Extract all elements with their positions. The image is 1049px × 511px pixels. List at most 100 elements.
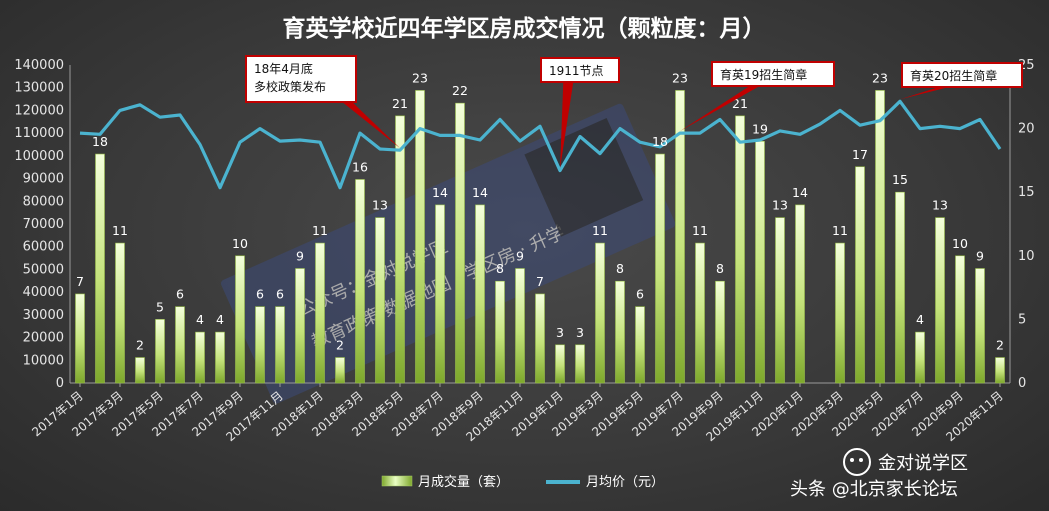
y-left-tick-label: 140000 — [14, 58, 64, 73]
bar — [95, 153, 105, 384]
bar — [695, 242, 705, 384]
bar — [495, 280, 505, 384]
bar-data-label: 2 — [136, 338, 144, 353]
callout-pointer — [900, 87, 949, 100]
footer-brand: 金对说学区 — [878, 453, 968, 474]
bar-data-label: 18 — [92, 134, 108, 149]
bar — [915, 331, 925, 384]
bar — [75, 293, 85, 384]
bar-data-label: 14 — [792, 185, 808, 200]
bar — [315, 242, 325, 384]
bar-data-label: 19 — [752, 121, 768, 136]
callout-text: 18年4月底 — [254, 61, 313, 76]
bar — [435, 204, 445, 384]
bar — [675, 90, 685, 384]
bar — [255, 306, 265, 384]
bar-data-label: 14 — [432, 185, 448, 200]
callout-box — [540, 57, 620, 83]
bar — [735, 115, 745, 384]
footer-watermark: 金对说学区 头条 @北京家长论坛 — [790, 448, 968, 500]
bar-data-label: 5 — [156, 299, 164, 314]
y-right-tick-label: 0 — [1018, 376, 1026, 391]
wechat-icon-eye-left — [850, 458, 854, 462]
bar — [195, 331, 205, 384]
qr-code-icon — [524, 117, 644, 237]
y-left-tick-label: 50000 — [23, 262, 64, 277]
bar — [755, 141, 765, 384]
bar-data-label: 23 — [872, 70, 888, 85]
bar — [215, 331, 225, 384]
bar — [775, 217, 785, 384]
y-left-tick-label: 80000 — [23, 194, 64, 209]
bar-data-label: 10 — [952, 236, 968, 251]
bar — [115, 242, 125, 384]
bar — [595, 242, 605, 384]
bar — [875, 90, 885, 384]
bar — [155, 319, 165, 384]
y-right-tick-label: 15 — [1018, 185, 1035, 200]
bar-data-label: 8 — [716, 261, 724, 276]
bar — [475, 204, 485, 384]
y-left-tick-label: 30000 — [23, 308, 64, 323]
bar — [795, 204, 805, 384]
bar-data-label: 23 — [672, 70, 688, 85]
legend-bar-label: 月成交量（套） — [418, 474, 509, 490]
callout-pointer — [680, 86, 760, 132]
bar-data-label: 11 — [832, 223, 848, 238]
callout-pointer — [342, 102, 400, 149]
watermark-banner-bg — [220, 103, 676, 404]
bar — [375, 217, 385, 384]
bar-data-label: 22 — [452, 83, 468, 98]
callout-pointer — [560, 82, 574, 169]
bar — [415, 90, 425, 384]
bar-data-label: 6 — [176, 287, 184, 302]
bar-data-label: 2 — [336, 338, 344, 353]
y-left-tick-label: 20000 — [23, 331, 64, 346]
bar-data-label: 6 — [256, 287, 264, 302]
bar-data-label: 10 — [232, 236, 248, 251]
bar-data-label: 7 — [76, 274, 84, 289]
bar-data-label: 15 — [892, 172, 908, 187]
bar — [635, 306, 645, 384]
price-line — [79, 99, 1002, 190]
bar-data-label: 2 — [996, 338, 1004, 353]
bar — [855, 166, 865, 384]
footer-text: 头条 @北京家长论坛 — [790, 479, 958, 500]
bar — [395, 115, 405, 384]
bar — [555, 344, 565, 384]
y-left-tick-label: 110000 — [14, 126, 64, 141]
bar — [615, 280, 625, 384]
y-left-tick-label: 10000 — [23, 353, 64, 368]
wechat-icon-eye-right — [859, 458, 863, 462]
watermark-banner: 公众号：金对说学区 教育政策/数据地图 · 学区房 · 升学 — [220, 103, 676, 404]
callout-box — [711, 61, 835, 87]
bar — [935, 217, 945, 384]
bar-data-label: 4 — [196, 312, 204, 327]
y-left-tick-label: 90000 — [23, 172, 64, 187]
bar-data-label: 6 — [276, 287, 284, 302]
bar-data-label: 3 — [576, 325, 584, 340]
bar — [275, 306, 285, 384]
y-right-tick-label: 5 — [1018, 312, 1026, 327]
bar-data-label: 17 — [852, 147, 868, 162]
y-right-tick-label: 10 — [1018, 249, 1035, 264]
bar-data-label: 11 — [312, 223, 328, 238]
bar — [135, 357, 145, 384]
legend-bar-swatch — [381, 475, 413, 487]
bar — [715, 280, 725, 384]
wechat-icon — [843, 448, 871, 476]
bar — [335, 357, 345, 384]
legend-line-label: 月均价（元） — [586, 475, 664, 490]
bar-data-label: 9 — [976, 249, 984, 264]
bar-data-label: 18 — [652, 134, 668, 149]
bar-data-label: 8 — [616, 261, 624, 276]
bar — [355, 179, 365, 384]
bar-data-label: 3 — [556, 325, 564, 340]
bar-data-label: 23 — [412, 70, 428, 85]
bar-data-label: 9 — [296, 249, 304, 264]
chart-title: 育英学校近四年学区房成交情况（颗粒度：月） — [283, 15, 766, 42]
bar-data-label: 21 — [732, 96, 748, 111]
bar — [895, 191, 905, 384]
